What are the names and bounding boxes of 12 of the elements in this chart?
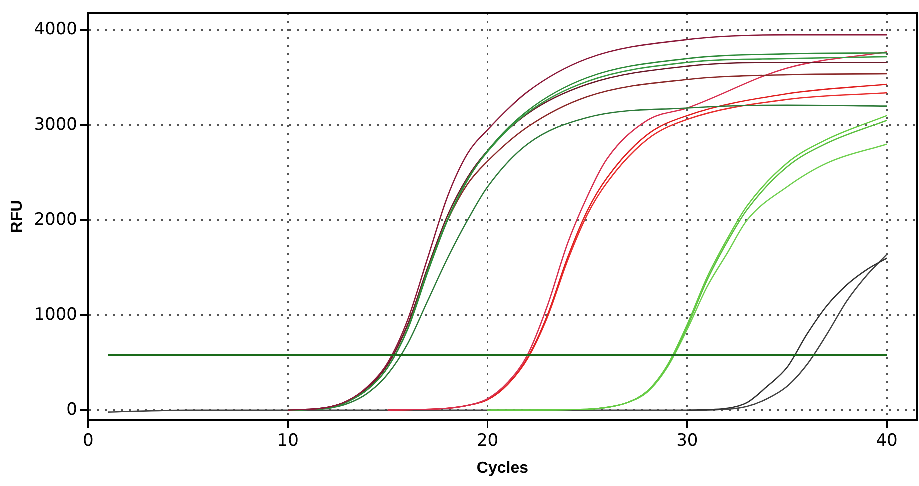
y-tick-label: 4000 xyxy=(34,20,78,40)
y-tick-label: 2000 xyxy=(34,210,78,230)
x-tick-label: 20 xyxy=(476,431,499,452)
x-tick-label: 0 xyxy=(83,431,94,452)
x-tick-label: 30 xyxy=(676,431,698,452)
x-tick-label: 40 xyxy=(876,431,898,452)
x-axis-title: Cycles xyxy=(476,460,529,477)
y-axis-title: RFU xyxy=(9,200,26,234)
y-tick-label: 3000 xyxy=(34,114,78,135)
y-tick-label: 1000 xyxy=(34,304,78,325)
y-tick-label: 0 xyxy=(66,400,78,420)
x-tick-label: 10 xyxy=(277,431,299,452)
